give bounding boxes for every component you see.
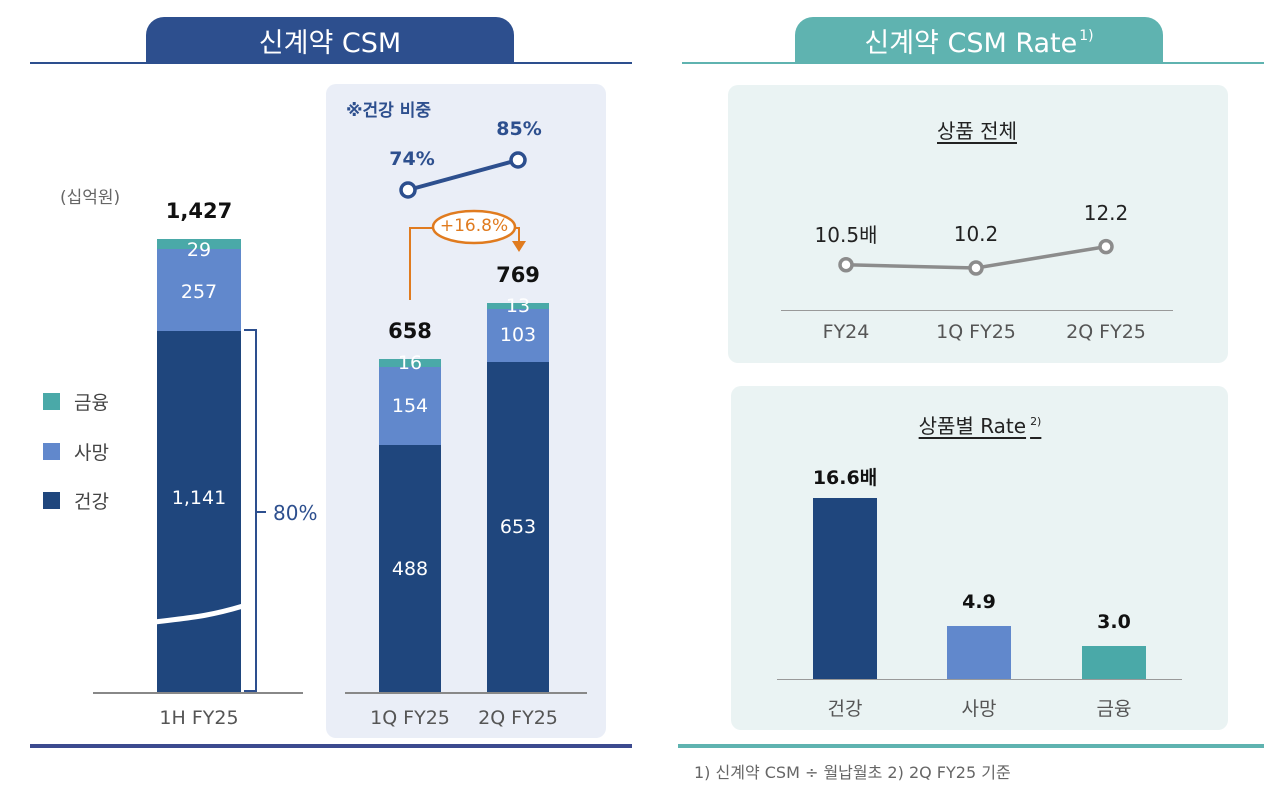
overall-value-label: 10.2: [953, 222, 999, 246]
bar-segment-label: 16: [397, 352, 423, 375]
bar-segment-label: 13: [505, 295, 531, 318]
left-title: 신계약 CSM: [258, 27, 402, 59]
right-title-tab: 신계약 CSM Rate 1): [795, 17, 1163, 63]
legend-label-finance: 금융: [74, 392, 109, 414]
share-value-1q: 74%: [389, 148, 435, 170]
overall-point: [838, 257, 854, 273]
left-bottom-rule: [30, 744, 632, 748]
overall-baseline: [781, 310, 1173, 311]
right-title-underline: [682, 62, 1264, 64]
bar-1h-health-label: 1,141: [171, 487, 227, 509]
share-box-title: ※건강 비중: [346, 101, 432, 121]
product-bar: [1082, 646, 1146, 679]
legend-item-health: 건강: [43, 487, 109, 514]
by-product-title-sup: 2): [1030, 415, 1042, 429]
left-title-tab: 신계약 CSM: [146, 17, 514, 63]
overall-x-label: FY24: [822, 321, 870, 343]
bar-1h-health: [157, 331, 241, 692]
bar-1q-segment: [379, 367, 441, 446]
overall-x-label: 1Q FY25: [936, 321, 1016, 343]
product-x-label: 사망: [961, 698, 997, 720]
product-bar: [947, 625, 1011, 679]
legend-item-death: 사망: [43, 438, 109, 465]
right-bottom-rule: [678, 744, 1264, 748]
bar-1q-segment: [379, 359, 441, 368]
bar-2q-segment: [487, 302, 549, 310]
bar-segment-label: 154: [391, 395, 429, 418]
legend-swatch-health: [43, 492, 60, 509]
x-label-1h-fy25: 1H FY25: [159, 707, 239, 729]
legend-label-death: 사망: [74, 442, 109, 464]
bar-1h-finance-label: 29: [186, 239, 212, 261]
right-axis-baseline-left: [345, 692, 587, 694]
bar-1h-finance: [157, 239, 241, 249]
product-value-label: 16.6배: [812, 467, 878, 489]
overall-line-chart: [838, 238, 1114, 276]
bracket-label: 80%: [273, 501, 318, 525]
share-value-2q: 85%: [496, 118, 542, 140]
share-line: [407, 158, 519, 192]
bar-1h-death: [157, 249, 241, 331]
overall-x-label: 2Q FY25: [1066, 321, 1146, 343]
overall-point: [968, 260, 984, 276]
product-value-label: 4.9: [962, 590, 996, 613]
legend-label-health: 건강: [74, 491, 109, 513]
product-x-label: 금융: [1096, 698, 1132, 720]
product-baseline: [777, 679, 1182, 680]
left-axis-baseline: [93, 692, 303, 694]
bar-segment-label: 488: [391, 557, 429, 580]
x-label-1q-fy25: 1Q FY25: [370, 707, 450, 729]
right-title: 신계약 CSM Rate: [864, 27, 1078, 59]
product-bar: [813, 498, 877, 679]
left-title-underline: [30, 62, 632, 64]
product-x-label: 건강: [827, 698, 863, 720]
bar-2q-segment: [487, 309, 549, 362]
footnote: 1) 신계약 CSM ÷ 월납월초 2) 2Q FY25 기준: [694, 763, 1011, 782]
bar-1q-segment: [379, 445, 441, 692]
right-title-sup: 1): [1079, 28, 1094, 44]
bar-2q-segment: [487, 361, 549, 692]
bar-total-label: 658: [388, 319, 432, 343]
bar-total-label: 769: [496, 262, 540, 287]
overall-value-label: 12.2: [1083, 200, 1129, 225]
unit-label: (십억원): [60, 188, 121, 208]
legend-swatch-death: [43, 443, 60, 460]
overall-title: 상품 전체: [937, 119, 1017, 143]
axis-break-mark: [154, 603, 244, 625]
share-point-1q: [399, 181, 417, 199]
product-value-label: 3.0: [1097, 611, 1131, 634]
legend-item-finance: 금융: [43, 388, 109, 415]
health-share-panel: [326, 84, 606, 738]
by-product-title: 상품별 Rate 2): [919, 410, 1042, 439]
by-product-title-text: 상품별 Rate: [918, 414, 1027, 438]
growth-ellipse: [431, 209, 517, 245]
growth-label: +16.8%: [439, 216, 509, 236]
share-line-chart: [399, 151, 527, 300]
health-share-bracket: [244, 329, 266, 692]
bar-segment-label: 653: [499, 515, 537, 538]
x-label-2q-fy25: 2Q FY25: [478, 707, 558, 729]
growth-arrow-head: [512, 241, 526, 252]
share-point-2q: [509, 151, 527, 169]
bar-segment-label: 103: [499, 324, 537, 347]
overall-value-label: 10.5배: [814, 222, 878, 247]
legend-swatch-finance: [43, 393, 60, 410]
overall-panel: [728, 85, 1228, 363]
bar-1h-total: 1,427: [165, 199, 233, 223]
bar-1h-death-label: 257: [180, 281, 218, 303]
overall-point: [1098, 238, 1114, 255]
